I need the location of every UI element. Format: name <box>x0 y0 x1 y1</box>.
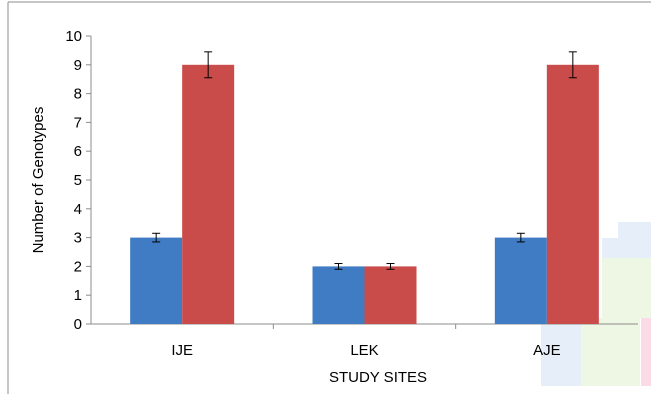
y-tick-label: 3 <box>74 230 82 247</box>
bar <box>182 64 235 325</box>
y-tick-label: 10 <box>65 28 82 45</box>
y-tick-label: 8 <box>74 86 82 103</box>
y-tick-label: 6 <box>74 143 82 160</box>
y-tick-label: 4 <box>74 201 82 218</box>
y-tick-label: 9 <box>74 57 82 74</box>
x-tick-label: AJE <box>533 342 561 359</box>
y-tick-label: 2 <box>74 258 82 275</box>
watermark-decoration <box>541 222 651 386</box>
y-tick-label: 1 <box>74 287 82 304</box>
y-tick-label: 0 <box>74 316 82 333</box>
bar <box>312 266 365 324</box>
x-tick-label: IJE <box>171 342 193 359</box>
plot-area: 0 1 2 3 4 5 6 7 8 9 10 IJE LEK AJE <box>65 28 638 359</box>
bar <box>130 237 183 324</box>
bar <box>546 64 599 325</box>
x-tick-label: LEK <box>350 342 378 359</box>
bar <box>494 237 547 324</box>
bar <box>364 266 417 324</box>
y-tick-label: 5 <box>74 172 82 189</box>
y-tick-label: 7 <box>74 114 82 131</box>
y-axis-title: Number of Genotypes <box>30 107 47 254</box>
x-axis-title: STUDY SITES <box>329 369 427 386</box>
